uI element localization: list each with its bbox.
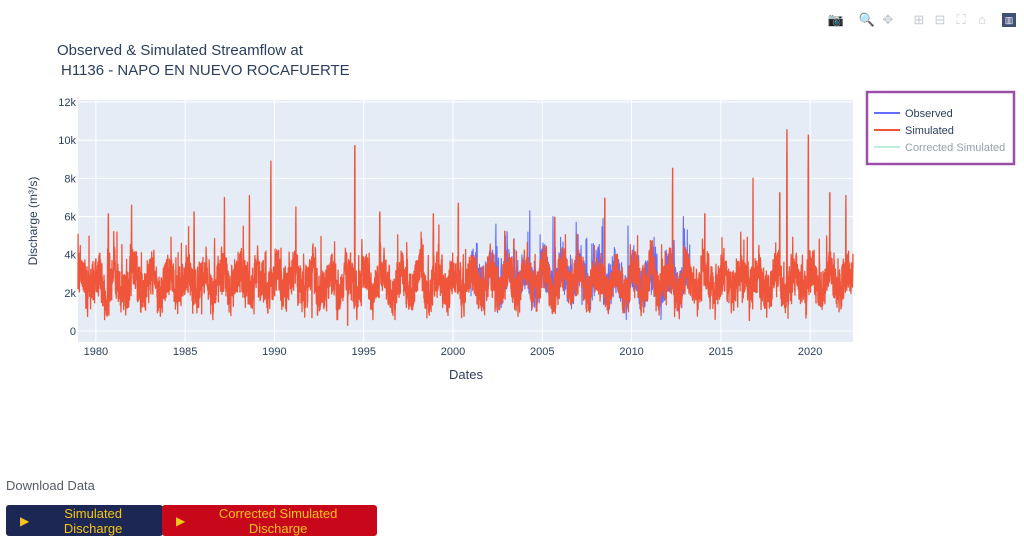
download-corrected-label: Corrected Simulated Discharge	[218, 505, 338, 536]
x-tick-label: 1985	[173, 346, 197, 358]
x-tick-label: 1980	[84, 346, 108, 358]
series-simulated-line[interactable]	[77, 129, 854, 326]
series-layer	[77, 129, 854, 326]
y-tick-labels: 0 2k 4k 6k 8k 10k 12k	[58, 97, 76, 338]
y-tick-label: 12k	[58, 97, 76, 109]
x-tick-label: 2005	[530, 346, 554, 358]
download-corrected-button[interactable]: ▶ Corrected Simulated Discharge	[162, 505, 377, 536]
zoom-out-icon[interactable]: ⊟	[934, 12, 946, 27]
y-axis-label: Discharge (m³/s)	[26, 177, 40, 266]
x-tick-label: 1990	[262, 346, 286, 358]
legend-item-observed[interactable]: Observed	[874, 108, 953, 120]
x-tick-label: 2015	[709, 346, 733, 358]
home-icon[interactable]: ⌂	[978, 12, 986, 27]
y-tick-label: 8k	[64, 173, 76, 185]
download-simulated-label: Simulated Discharge	[63, 505, 123, 536]
download-data-heading: Download Data	[6, 478, 95, 493]
legend-item-corrected-simulated[interactable]: Corrected Simulated	[874, 142, 1005, 154]
chart: Observed & Simulated Streamflow at H1136…	[26, 42, 1016, 382]
y-tick-label: 4k	[64, 250, 76, 262]
y-tick-label: 2k	[64, 288, 76, 300]
zoom-icon[interactable]: 🔍	[858, 12, 876, 27]
pan-icon[interactable]: ✥	[882, 12, 894, 27]
y-tick-label: 10k	[58, 135, 76, 147]
x-tick-label: 2020	[798, 346, 822, 358]
legend-item-simulated[interactable]: Simulated	[874, 125, 954, 137]
camera-icon[interactable]: 📷	[827, 12, 845, 27]
plotly-logo-icon[interactable]: ▥	[1002, 13, 1016, 27]
x-gridlines	[95, 100, 811, 342]
legend-box	[865, 90, 1016, 166]
play-icon: ▶	[20, 513, 30, 528]
legend-label-simulated: Simulated	[905, 125, 954, 137]
zoom-in-icon[interactable]: ⊞	[913, 12, 925, 27]
x-axis-label: Dates	[449, 367, 483, 382]
x-tick-labels: 1980 1985 1990 1995 2000 2005 2010 2015 2020	[84, 346, 823, 358]
chart-title: Observed & Simulated Streamflow at	[57, 42, 304, 59]
x-tick-label: 1995	[351, 346, 375, 358]
autoscale-icon[interactable]: ⛶	[956, 12, 966, 27]
y-tick-label: 0	[70, 326, 76, 338]
modebar: 📷 🔍 ✥ ⊞ ⊟ ⛶ ⌂ ▥	[823, 12, 1016, 28]
legend: Observed Simulated Corrected Simulated	[865, 90, 1016, 166]
legend-label-observed: Observed	[905, 108, 953, 120]
play-icon: ▶	[176, 513, 186, 528]
y-tick-label: 6k	[64, 212, 76, 224]
legend-label-corrected-simulated: Corrected Simulated	[905, 142, 1005, 154]
download-simulated-button[interactable]: ▶ Simulated Discharge	[6, 505, 163, 536]
x-tick-label: 2010	[619, 346, 643, 358]
chart-subtitle: H1136 - NAPO EN NUEVO ROCAFUERTE	[61, 62, 350, 79]
x-tick-label: 2000	[441, 346, 465, 358]
